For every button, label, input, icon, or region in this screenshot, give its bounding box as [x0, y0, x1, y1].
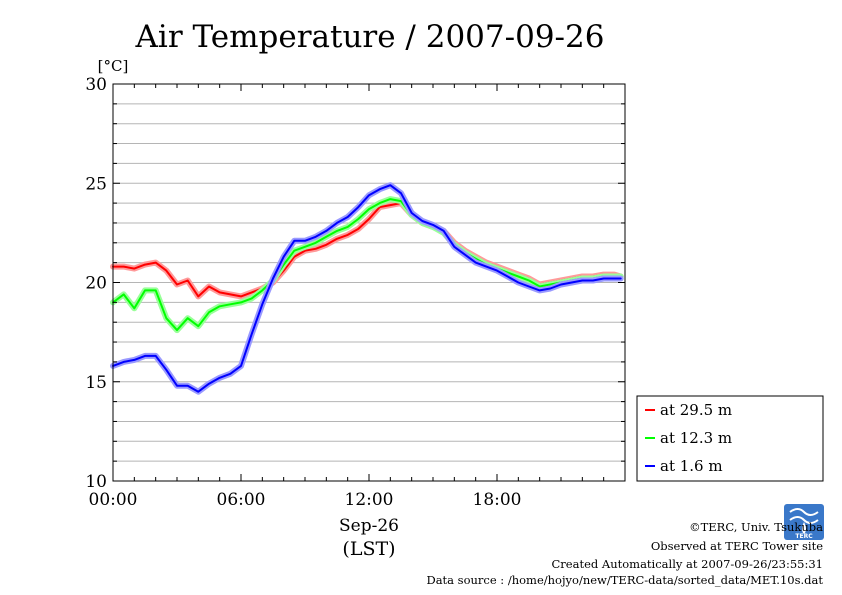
legend-items: at 29.5 m at 12.3 m at 1.6 m	[645, 401, 732, 475]
legend-box	[636, 395, 824, 482]
legend-label: at 29.5 m	[660, 401, 732, 419]
chart-title: Air Temperature / 2007-09-26	[135, 19, 605, 55]
axis-ticks	[112, 83, 626, 482]
x-tick-label: 18:00	[473, 490, 522, 510]
y-tick-label: 30	[85, 75, 107, 95]
copyright-text: ©TERC, Univ. Tsukuba	[689, 520, 823, 534]
x-tick-label: 00:00	[89, 490, 138, 510]
created-text: Created Automatically at 2007-09-26/23:5…	[552, 557, 824, 571]
y-tick-label: 15	[85, 373, 107, 393]
y-axis-unit: [°C]	[98, 57, 129, 75]
x-tick-label: 12:00	[345, 490, 394, 510]
observed-text: Observed at TERC Tower site	[651, 539, 823, 553]
legend-label: at 1.6 m	[660, 457, 723, 475]
series-line-2	[112, 184, 622, 393]
terc-logo-text: TERC	[795, 533, 813, 540]
y-tick-label: 10	[85, 472, 107, 492]
y-tick-label: 25	[85, 174, 107, 194]
legend-label: at 12.3 m	[660, 429, 732, 447]
y-tick-label: 20	[85, 274, 107, 294]
x-axis-timezone-label: (LST)	[342, 538, 395, 560]
terc-logo: TERC	[784, 504, 824, 540]
legend: at 29.5 m at 12.3 m at 1.6 m	[636, 395, 824, 482]
y-tick-labels: 10 15 20 25 30	[85, 75, 107, 492]
series-layer	[110, 182, 624, 395]
x-axis-date-label: Sep-26	[339, 516, 399, 536]
series-halo-2	[110, 182, 624, 395]
series-line-1	[112, 198, 622, 332]
data-source-text: Data source : /home/hojyo/new/TERC-data/…	[426, 573, 823, 587]
x-tick-labels: 00:00 06:00 12:00 18:00	[89, 490, 522, 510]
x-tick-label: 06:00	[217, 490, 266, 510]
